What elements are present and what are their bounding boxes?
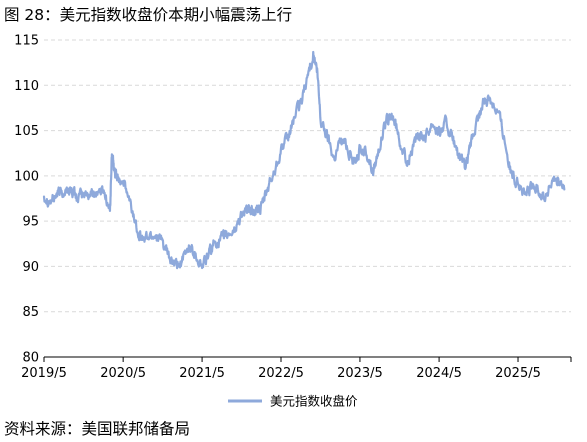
legend: 美元指数收盘价	[228, 394, 358, 409]
x-tick-label: 2020/5	[100, 366, 146, 381]
y-tick-label: 80	[22, 351, 39, 366]
y-tick-label: 115	[14, 34, 39, 49]
y-tick-label: 95	[22, 215, 39, 230]
x-tick-label: 2022/5	[258, 366, 304, 381]
source-note: 资料来源：美国联邦储备局	[4, 420, 191, 438]
y-tick-label: 85	[22, 305, 39, 320]
series-line	[42, 50, 566, 270]
x-tick-label: 2024/5	[416, 366, 462, 381]
y-tick-label: 105	[14, 124, 39, 139]
y-tick-label: 90	[22, 260, 39, 275]
x-tick-label: 2021/5	[179, 366, 225, 381]
gridlines	[44, 39, 571, 313]
x-tick-label: 2023/5	[337, 366, 383, 381]
legend-label: 美元指数收盘价	[270, 394, 358, 409]
y-axis-tick-labels: 80 85 90 95 100 105 110 115	[14, 34, 39, 366]
y-tick-label: 110	[14, 79, 39, 94]
series-layer	[42, 50, 566, 270]
x-tick-label: 2025/5	[495, 366, 541, 381]
figure-title: 图 28：美元指数收盘价本期小幅震荡上行	[4, 6, 293, 24]
x-tick-label: 2019/5	[21, 366, 67, 381]
x-axis: 2019/5 2020/5 2021/5 2022/5 2023/5 2024/5 2025…	[21, 356, 572, 381]
y-tick-label: 100	[14, 169, 39, 184]
